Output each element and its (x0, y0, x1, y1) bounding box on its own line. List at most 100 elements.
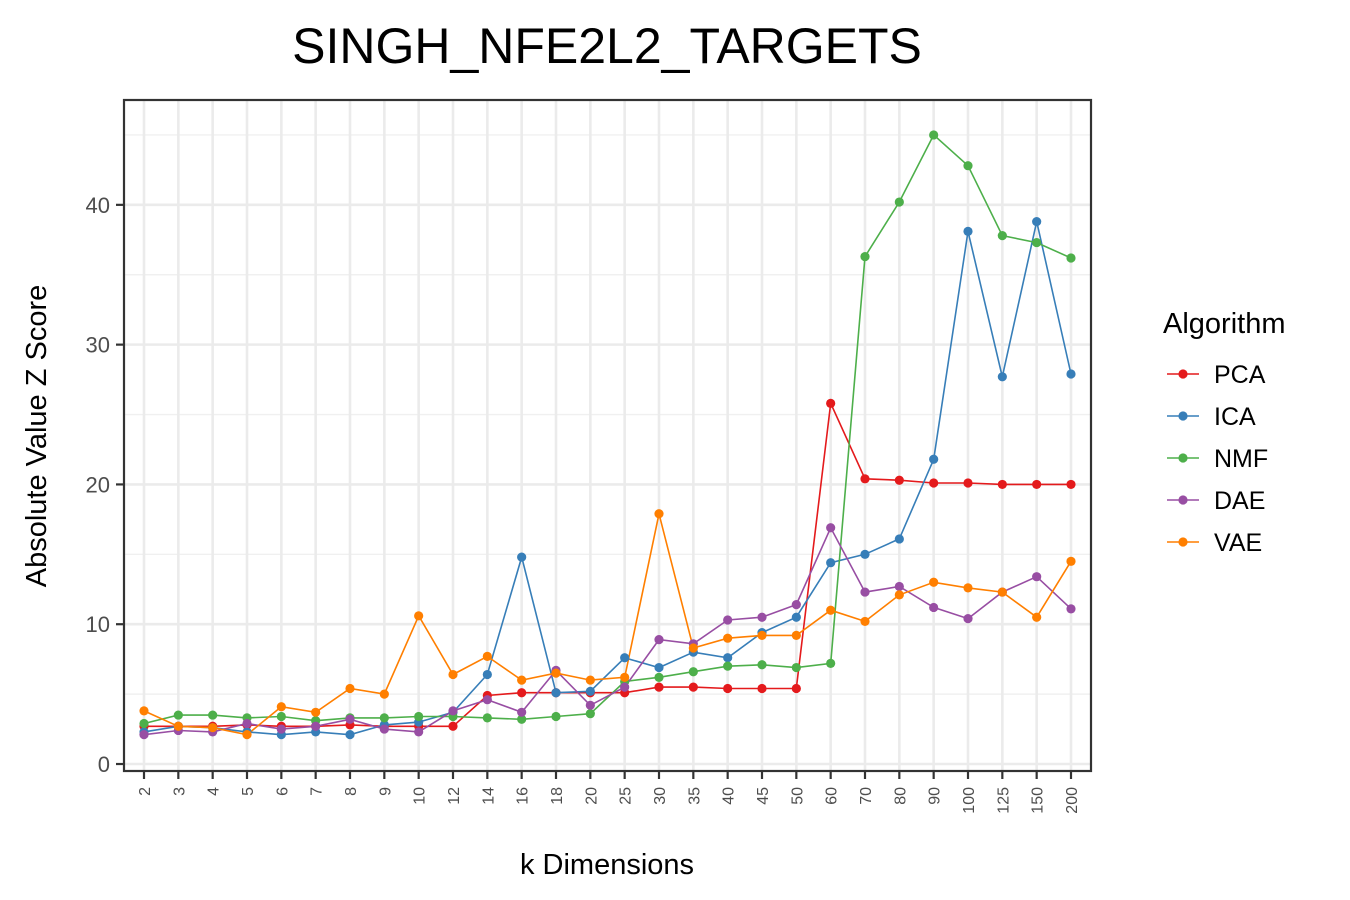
data-point-dae (826, 523, 836, 533)
data-point-dae (654, 634, 664, 645)
x-tick-label: 18 (549, 787, 566, 805)
x-tick-label: 2 (137, 787, 154, 796)
data-point-ica (723, 653, 733, 663)
x-tick-label: 8 (343, 787, 360, 796)
data-point-dae (929, 602, 939, 613)
data-point-nmf (929, 130, 939, 140)
x-tick-label: 4 (206, 787, 223, 796)
data-point-pca (448, 721, 458, 731)
data-point-pca (894, 475, 904, 485)
data-point-ica (860, 549, 870, 559)
data-point-dae (345, 714, 355, 724)
series-line-nmf (143, 133, 1072, 725)
y-tick-label: 20 (86, 472, 110, 497)
data-point-vae (997, 587, 1007, 597)
data-point-ica (345, 730, 355, 740)
data-point-vae (791, 630, 801, 641)
data-point-pca (791, 683, 801, 694)
x-tick-label: 40 (721, 787, 738, 805)
data-point-nmf (997, 230, 1007, 241)
data-point-nmf (963, 161, 973, 171)
legend-label-dae: DAE (1214, 487, 1265, 515)
data-point-dae (414, 727, 424, 737)
x-tick-label: 9 (377, 787, 394, 796)
data-point-dae (723, 615, 733, 625)
data-point-ica (585, 686, 595, 696)
legend-key-point (1178, 369, 1188, 379)
y-tick-label: 30 (86, 333, 110, 358)
legend-label-nmf: NMF (1214, 445, 1268, 473)
series-line-vae (143, 513, 1072, 736)
data-point-pca (688, 682, 698, 692)
data-point-vae (620, 672, 630, 682)
data-point-vae (688, 643, 698, 653)
data-point-nmf (894, 197, 904, 207)
x-axis-title: k Dimensions (520, 849, 694, 881)
legend-key-point (1178, 411, 1188, 421)
data-point-pca (723, 683, 733, 694)
data-point-nmf (791, 662, 801, 673)
x-axis: 2 3 4 5 6 7 8 9 10 12 14 16 18 20 25 30 35 40 45 50 60 70 80 90… (137, 771, 1081, 814)
legend-key-point (1178, 453, 1188, 463)
plot-background (124, 100, 1091, 771)
data-point-pca (997, 479, 1007, 490)
data-point-ica (791, 612, 801, 622)
data-point-dae (791, 600, 801, 610)
legend-key-point (1178, 537, 1188, 547)
y-tick-label: 10 (86, 612, 110, 637)
data-point-dae (894, 581, 904, 592)
x-tick-label: 7 (309, 787, 326, 796)
data-point-pca (517, 688, 527, 698)
data-point-nmf (860, 251, 870, 262)
data-point-nmf (139, 718, 149, 729)
data-point-vae (173, 721, 183, 731)
data-point-vae (482, 651, 492, 661)
data-point-vae (414, 611, 424, 621)
y-axis: 0 10 20 30 40 (86, 193, 124, 777)
data-point-nmf (1066, 253, 1076, 263)
data-point-ica (551, 688, 561, 698)
y-tick-label: 40 (86, 193, 110, 218)
data-point-ica (654, 662, 664, 673)
data-point-dae (757, 612, 767, 622)
x-tick-label: 80 (892, 787, 909, 805)
data-point-nmf (654, 672, 664, 682)
data-point-nmf (826, 658, 836, 668)
x-tick-label: 125 (995, 787, 1012, 814)
legend: Algorithm PCA ICA NMF DAE VAE (1163, 308, 1286, 557)
data-point-nmf (688, 667, 698, 677)
data-point-nmf (276, 711, 286, 722)
data-point-ica (620, 653, 630, 663)
data-point-nmf (173, 710, 183, 720)
x-tick-label: 70 (858, 787, 875, 805)
data-point-vae (929, 577, 939, 587)
data-point-vae (963, 583, 973, 593)
x-tick-label: 50 (789, 787, 806, 805)
x-tick-label: 60 (824, 787, 841, 805)
data-point-dae (242, 718, 252, 729)
data-point-dae (963, 614, 973, 624)
data-point-dae (1032, 572, 1042, 582)
data-point-vae (139, 706, 149, 716)
y-tick-label: 0 (98, 752, 110, 777)
legend-key-point (1178, 495, 1188, 505)
data-point-ica (997, 372, 1007, 382)
legend-label-vae: VAE (1214, 529, 1262, 557)
data-point-ica (963, 226, 973, 237)
data-point-dae (379, 724, 389, 734)
data-point-vae (585, 675, 595, 685)
data-point-nmf (517, 714, 527, 724)
x-tick-label: 3 (171, 787, 188, 796)
data-point-vae (345, 683, 355, 694)
data-point-vae (894, 590, 904, 600)
data-point-dae (482, 695, 492, 705)
data-point-nmf (723, 661, 733, 671)
data-point-nmf (414, 711, 424, 722)
data-point-ica (929, 454, 939, 464)
data-point-vae (723, 633, 733, 643)
data-point-vae (860, 616, 870, 627)
data-point-nmf (757, 660, 767, 670)
x-tick-label: 35 (686, 787, 703, 805)
data-point-dae (860, 587, 870, 597)
x-tick-label: 5 (240, 787, 257, 796)
